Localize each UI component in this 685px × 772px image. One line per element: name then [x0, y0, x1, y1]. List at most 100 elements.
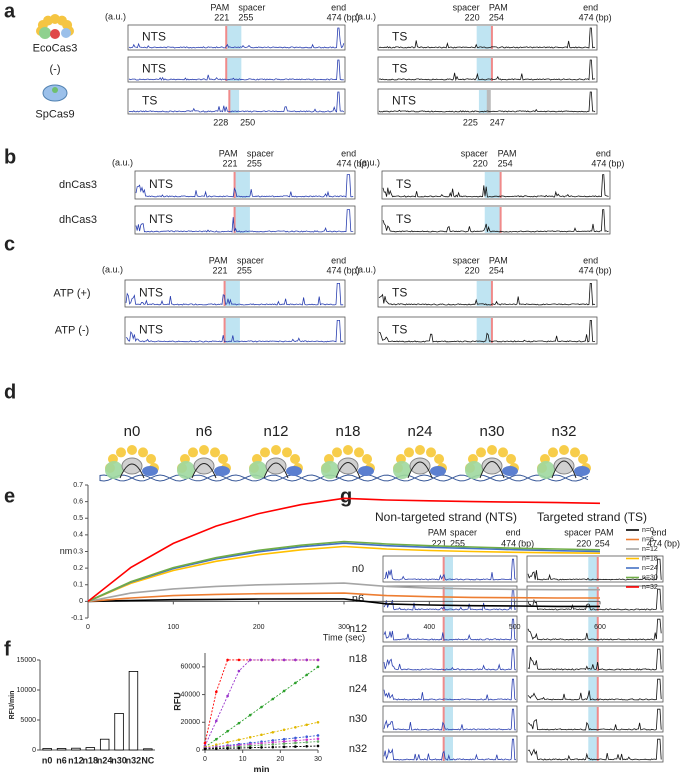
icon-part [210, 447, 220, 458]
point [316, 658, 320, 662]
strand-heading: Targeted strand (TS) [537, 510, 647, 524]
icon-part [502, 466, 518, 476]
trace [128, 59, 344, 81]
icon-part [116, 447, 126, 458]
icon-part [52, 87, 58, 93]
point [305, 744, 309, 748]
icon-part [559, 445, 569, 455]
point [215, 719, 218, 723]
trace [527, 558, 662, 581]
row-label: ATP (-) [55, 324, 89, 336]
site-bp: 250 [240, 117, 255, 127]
site-bp: 254 [595, 538, 610, 548]
point [305, 735, 309, 738]
legend-label: n=30 [642, 574, 658, 581]
strand-heading: Non-targeted strand (NTS) [375, 510, 517, 524]
spacer-region [443, 707, 453, 731]
trace [383, 588, 517, 611]
icon-part [409, 457, 431, 475]
point [271, 730, 275, 734]
point [248, 735, 252, 739]
legend-label: n=18 [642, 555, 658, 562]
icon-part [282, 447, 292, 458]
spacer-region [229, 90, 240, 113]
spacer-region [476, 58, 492, 81]
icon-part [286, 466, 302, 476]
spacer-region [234, 172, 250, 198]
icon-part [415, 445, 425, 455]
site-bp: 254 [489, 265, 504, 275]
icon-part [498, 447, 508, 458]
point [226, 747, 229, 750]
trace [383, 558, 517, 581]
series-line [87, 598, 600, 608]
end-name: end [596, 148, 611, 158]
site-name: spacer [461, 148, 488, 158]
trace [125, 282, 344, 306]
point [248, 746, 252, 750]
trace [135, 209, 354, 233]
point [294, 681, 297, 685]
y-tick-label: 0 [32, 747, 36, 754]
icon-part [578, 454, 589, 464]
y-axis-label: nm [60, 546, 73, 556]
icon-part [476, 447, 486, 458]
panel-letter: d [4, 381, 16, 403]
point [294, 739, 297, 742]
point [203, 741, 207, 745]
x-tick-label: n18 [83, 755, 99, 765]
spacer-region [443, 677, 453, 701]
unit-label: (a.u.) [105, 11, 126, 21]
trace [527, 678, 662, 701]
end-unit: (bp) [596, 265, 612, 275]
site-name: spacer [453, 2, 480, 12]
point [237, 738, 241, 742]
y-tick-label: 20000 [181, 719, 201, 726]
row-label: n24 [349, 683, 367, 695]
complex-label: n24 [407, 423, 432, 440]
point [260, 658, 263, 662]
site-name: PAM [489, 255, 508, 265]
strand-label: TS [392, 323, 407, 337]
site-bp: 255 [450, 538, 465, 548]
strand-label: TS [392, 30, 407, 44]
icon-part [553, 457, 575, 475]
point [226, 658, 229, 662]
series-line [87, 545, 601, 603]
point [294, 741, 297, 745]
x-tick-label: n24 [97, 755, 113, 765]
trace [383, 738, 517, 761]
panel-letter: c [4, 233, 15, 255]
icon-part [265, 457, 287, 475]
icon-part [393, 461, 411, 479]
point [226, 740, 229, 744]
icon-part [481, 457, 503, 475]
icon-part [407, 461, 433, 479]
end-unit: (bp) [664, 538, 680, 548]
strand-label: NTS [142, 30, 166, 44]
x-tick-label: 20 [276, 756, 284, 763]
spacer-region [588, 647, 598, 671]
point [316, 744, 320, 748]
point [237, 721, 241, 725]
spacer-region [443, 647, 453, 671]
complex-label: n12 [263, 423, 288, 440]
trace [527, 738, 662, 761]
y-tick-label: 60000 [181, 664, 201, 671]
unit-label: (a.u.) [359, 157, 380, 167]
x-tick-label: 600 [594, 624, 606, 631]
point [282, 742, 286, 745]
trace [527, 588, 662, 611]
icon-part [362, 454, 373, 464]
point [282, 740, 286, 743]
strand-label: NTS [139, 323, 163, 337]
bar [42, 748, 52, 751]
spacer-region [443, 737, 453, 761]
trace [378, 91, 596, 113]
strand-label: NTS [149, 212, 173, 226]
icon-part [191, 463, 217, 479]
icon-part [404, 447, 414, 458]
end-bp: 474 [327, 12, 342, 22]
point [282, 689, 286, 693]
